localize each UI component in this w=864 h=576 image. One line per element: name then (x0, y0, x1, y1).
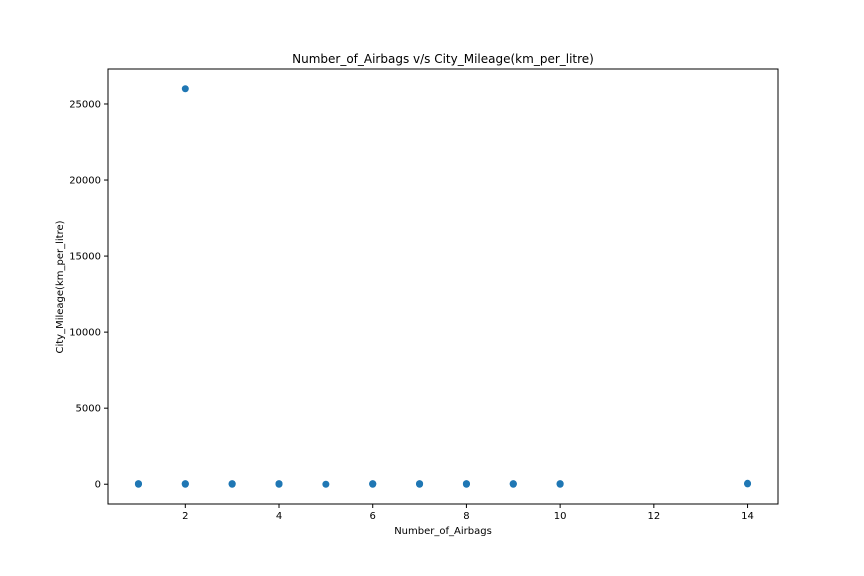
data-point (275, 480, 283, 488)
x-tick-label: 2 (182, 511, 188, 522)
y-tick-label: 5000 (76, 404, 101, 415)
data-point (181, 85, 189, 93)
x-tick-label: 14 (741, 511, 754, 522)
chart-title: Number_of_Airbags v/s City_Mileage(km_pe… (292, 52, 594, 66)
plot-area (107, 68, 779, 505)
y-axis-label: City_Mileage(km_per_litre) (55, 220, 66, 353)
x-tick-label: 10 (554, 511, 567, 522)
data-point (322, 480, 330, 488)
x-axis-ticks: 2 4 6 8 10 12 14 (182, 504, 754, 522)
x-tick-label: 12 (647, 511, 660, 522)
x-tick-label: 6 (370, 511, 376, 522)
data-point (509, 480, 517, 488)
y-axis-ticks: 0 5000 10000 15000 20000 25000 (69, 99, 108, 491)
x-axis-label: Number_of_Airbags (394, 526, 492, 537)
data-point (228, 480, 236, 488)
data-point (416, 480, 424, 488)
y-tick-label: 15000 (69, 252, 101, 263)
data-point (462, 480, 470, 488)
x-tick-label: 4 (276, 511, 282, 522)
data-point (744, 479, 752, 487)
x-tick-label: 8 (463, 511, 469, 522)
data-point (134, 480, 142, 488)
y-tick-label: 10000 (69, 328, 101, 339)
data-point (369, 480, 377, 488)
y-tick-label: 25000 (69, 99, 101, 110)
y-tick-label: 20000 (69, 176, 101, 187)
y-tick-label: 0 (95, 480, 101, 491)
data-points (134, 85, 752, 488)
plot-frame (107, 68, 779, 505)
data-point (556, 480, 564, 488)
data-point (181, 480, 189, 488)
